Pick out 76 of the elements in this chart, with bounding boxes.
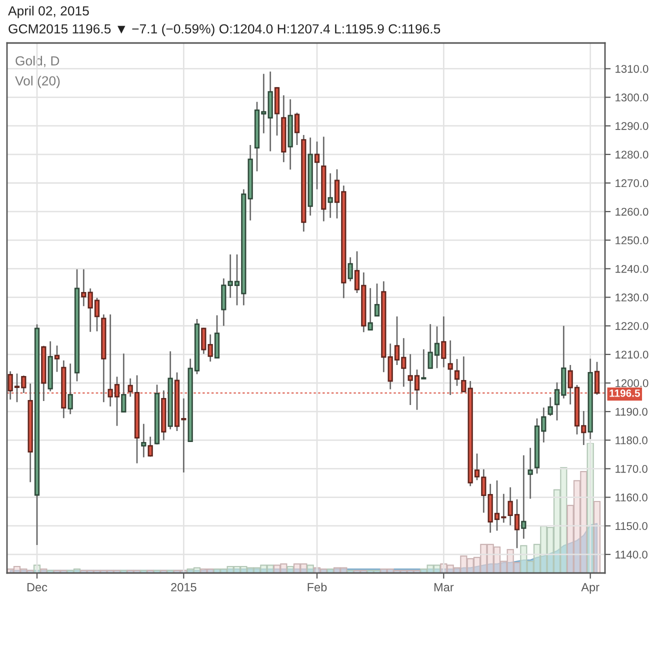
- y-tick-label: 1140.0: [616, 550, 648, 559]
- x-tick-label: 2015: [171, 583, 196, 592]
- candlestick: [348, 256, 353, 282]
- chart-title: Vol (20): [15, 76, 60, 88]
- y-tick-label: 1300.0: [616, 94, 648, 102]
- candlestick: [454, 358, 460, 387]
- y-tick-label: 1170.0: [616, 464, 648, 473]
- bar: [380, 568, 388, 573]
- bar: [240, 566, 248, 573]
- bar: [340, 567, 348, 573]
- candlestick: [521, 454, 526, 540]
- bar: [580, 471, 588, 573]
- bar: [453, 567, 461, 573]
- candlestick: [421, 348, 426, 380]
- y-tick-label: 1260.0: [616, 208, 648, 216]
- y-tick-label: 1160.0: [616, 494, 648, 502]
- bar: [280, 563, 288, 573]
- bar: [193, 567, 201, 573]
- bar: [253, 567, 261, 573]
- candlestick: [201, 327, 206, 355]
- bar: [446, 564, 454, 573]
- bar: [220, 568, 228, 573]
- bar: [300, 563, 308, 573]
- y-tick-label: 1280.0: [616, 150, 648, 159]
- candlestick: [548, 396, 553, 417]
- bar: [260, 564, 268, 573]
- y-tick-label: 1180.0: [616, 436, 648, 444]
- candlestick: [208, 334, 213, 362]
- bar: [306, 564, 314, 573]
- bar: [593, 500, 601, 573]
- candlestick: [141, 423, 146, 458]
- y-tick-label: 1250.0: [616, 236, 648, 244]
- bar: [460, 556, 468, 573]
- ref-line-label: 1196.5: [610, 390, 640, 397]
- x-tick-label: Dec: [27, 583, 48, 592]
- chart-title: April 02, 2015: [8, 6, 89, 18]
- bar: [520, 545, 528, 573]
- chart-subtitle: GCM2015 1196.5 ▼ −7.1 (−0.59%) O:1204.0 H:1207.4 L:1195.9 C:1196.5: [8, 24, 440, 36]
- y-tick-label: 1240.0: [616, 264, 648, 273]
- bar: [320, 568, 328, 573]
- y-tick-label: 1210.0: [616, 350, 648, 359]
- candlestick: [314, 140, 320, 190]
- candlestick: [54, 344, 60, 373]
- candlestick: [121, 352, 126, 413]
- x-tick-label: Feb: [308, 582, 327, 592]
- bar: [466, 558, 474, 573]
- bar: [500, 560, 508, 573]
- candlestick: [81, 268, 86, 307]
- bar: [480, 544, 488, 573]
- bar: [333, 567, 341, 573]
- y-tick-label: 1200.0: [616, 379, 648, 388]
- x-tick-label: Apr: [581, 583, 600, 594]
- candlestick: [368, 287, 373, 331]
- candlestick: [294, 112, 300, 146]
- candlestick: [441, 316, 446, 368]
- bar: [420, 568, 428, 573]
- candlestick: [374, 282, 380, 318]
- candlestick: [328, 172, 333, 219]
- bar: [20, 568, 28, 573]
- y-tick-label: 1290.0: [616, 122, 648, 130]
- y-tick-label: 1220.0: [616, 322, 648, 330]
- bar: [40, 568, 48, 573]
- y-tick-label: 1150.0: [616, 522, 648, 530]
- y-tick-label: 1270.0: [616, 179, 648, 188]
- candlestick: [68, 362, 73, 415]
- y-tick-label: 1230.0: [616, 294, 648, 302]
- y-tick-label: 1310.0: [616, 64, 648, 73]
- bar: [526, 560, 534, 573]
- bar: [200, 568, 208, 573]
- y-tick-label: 1190.0: [616, 408, 648, 416]
- bar: [540, 526, 548, 573]
- candlestick: [528, 447, 533, 500]
- bar: [246, 567, 254, 573]
- candlestick: [148, 436, 153, 458]
- bar: [560, 467, 568, 573]
- x-tick-label: Mar: [434, 583, 454, 592]
